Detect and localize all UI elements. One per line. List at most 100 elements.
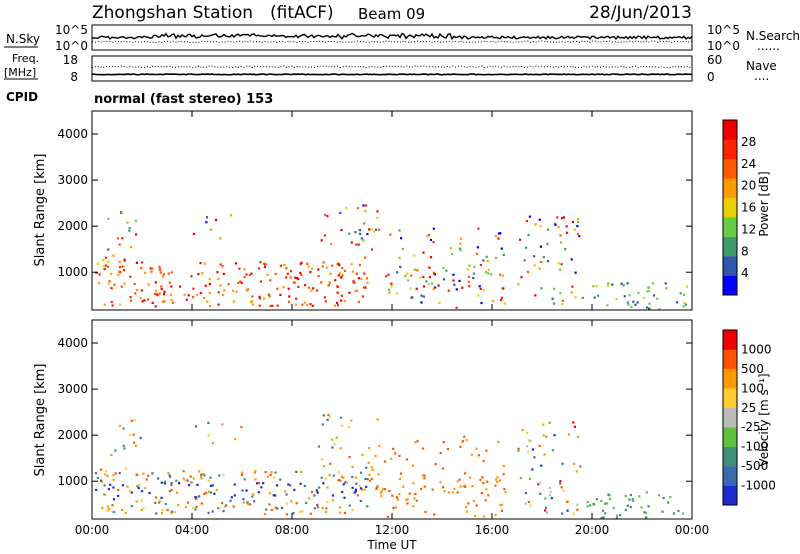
y-tick-label: 1000 bbox=[57, 265, 88, 279]
heatmap-cell bbox=[328, 473, 331, 476]
heatmap-cell bbox=[564, 248, 567, 251]
heatmap-cell bbox=[553, 434, 556, 437]
heatmap-cell bbox=[185, 298, 188, 301]
heatmap-cell bbox=[544, 506, 548, 509]
heatmap-cell bbox=[425, 280, 428, 283]
heatmap-cell bbox=[565, 225, 568, 228]
heatmap-cell bbox=[145, 478, 148, 481]
heatmap-cell bbox=[615, 297, 618, 301]
heatmap-cell bbox=[216, 271, 219, 274]
heatmap-cell bbox=[340, 475, 343, 478]
heatmap-cell bbox=[665, 287, 668, 290]
heatmap-cell bbox=[238, 267, 241, 270]
heatmap-cell bbox=[368, 447, 371, 450]
heatmap-cell bbox=[295, 297, 298, 300]
heatmap-cell bbox=[383, 460, 387, 463]
heatmap-cell bbox=[263, 265, 266, 269]
heatmap-cell bbox=[254, 470, 257, 473]
cpid-text: normal (fast stereo) 153 bbox=[94, 92, 273, 107]
heatmap-cell bbox=[190, 481, 193, 484]
colorbar-tick-label: 25 bbox=[741, 401, 756, 415]
heatmap-cell bbox=[390, 285, 393, 288]
heatmap-cell bbox=[568, 433, 571, 436]
heatmap-cell bbox=[339, 447, 342, 450]
heatmap-cell bbox=[398, 493, 401, 496]
heatmap-cell bbox=[273, 476, 276, 479]
heatmap-cell bbox=[542, 423, 545, 426]
heatmap-cell bbox=[105, 264, 108, 267]
heatmap-cell bbox=[269, 304, 272, 307]
heatmap-cell bbox=[274, 494, 277, 497]
heatmap-cell bbox=[218, 507, 221, 510]
velocity-y-ticks: 1000 2000 3000 4000 bbox=[57, 336, 692, 488]
heatmap-cell bbox=[333, 443, 336, 446]
heatmap-cell bbox=[402, 485, 405, 488]
heatmap-cell bbox=[455, 288, 458, 291]
heatmap-cell bbox=[479, 287, 482, 290]
heatmap-cell bbox=[107, 217, 110, 220]
heatmap-cell bbox=[118, 270, 121, 273]
heatmap-cell bbox=[168, 474, 171, 477]
heatmap-cell bbox=[468, 264, 471, 267]
heatmap-cell bbox=[134, 219, 138, 222]
heatmap-cell bbox=[399, 266, 402, 269]
heatmap-cell bbox=[170, 482, 173, 485]
y-tick-label: 3000 bbox=[57, 382, 88, 396]
heatmap-cell bbox=[151, 472, 154, 475]
heatmap-cell bbox=[602, 516, 605, 519]
heatmap-cell bbox=[661, 510, 664, 513]
heatmap-cell bbox=[600, 516, 603, 519]
heatmap-cell bbox=[158, 292, 161, 295]
heatmap-cell bbox=[310, 490, 314, 493]
heatmap-cell bbox=[103, 303, 106, 306]
heatmap-cell bbox=[482, 459, 485, 463]
heatmap-cell bbox=[370, 466, 373, 469]
heatmap-cell bbox=[285, 502, 288, 505]
heatmap-cell bbox=[552, 302, 556, 305]
heatmap-cell bbox=[341, 273, 344, 276]
heatmap-cell bbox=[499, 232, 502, 235]
velocity-panel: 1000 2000 3000 4000 Slant Range [km] 1000 50… bbox=[33, 111, 776, 552]
heatmap-cell bbox=[110, 287, 113, 290]
heatmap-cell bbox=[251, 303, 254, 306]
heatmap-cell bbox=[643, 511, 646, 514]
heatmap-cell bbox=[201, 272, 204, 275]
heatmap-cell bbox=[321, 265, 324, 268]
heatmap-cell bbox=[251, 295, 254, 298]
heatmap-cell bbox=[431, 282, 434, 285]
heatmap-cell bbox=[336, 285, 339, 288]
heatmap-cell bbox=[271, 304, 274, 307]
heatmap-cell bbox=[283, 263, 286, 266]
heatmap-cell bbox=[467, 280, 470, 283]
heatmap-cell bbox=[545, 511, 548, 514]
y-tick-label: 4000 bbox=[57, 127, 88, 141]
heatmap-cell bbox=[429, 238, 433, 242]
heatmap-cell bbox=[250, 272, 253, 275]
heatmap-cell bbox=[551, 297, 554, 300]
heatmap-cell bbox=[615, 517, 618, 520]
heatmap-cell bbox=[301, 303, 304, 306]
heatmap-cell bbox=[652, 294, 656, 297]
heatmap-cell bbox=[146, 298, 150, 301]
heatmap-cell bbox=[348, 504, 351, 507]
heatmap-cell bbox=[196, 483, 199, 486]
heatmap-cell bbox=[370, 248, 374, 251]
heatmap-cell bbox=[332, 474, 335, 477]
heatmap-cell bbox=[209, 305, 212, 308]
heatmap-cell bbox=[141, 300, 144, 303]
heatmap-cell bbox=[616, 514, 619, 517]
heatmap-cell bbox=[570, 258, 573, 261]
heatmap-cell bbox=[203, 474, 206, 477]
heatmap-cell bbox=[172, 301, 175, 304]
heatmap-cell bbox=[112, 478, 115, 481]
heatmap-cell bbox=[572, 512, 575, 515]
heatmap-cell bbox=[600, 499, 603, 502]
heatmap-cell bbox=[133, 419, 136, 422]
heatmap-cell bbox=[354, 289, 357, 292]
heatmap-cell bbox=[139, 436, 142, 440]
heatmap-cell bbox=[542, 256, 545, 259]
heatmap-cell bbox=[559, 480, 562, 483]
colorbar-frame bbox=[722, 329, 738, 506]
heatmap-cell bbox=[328, 415, 332, 418]
heatmap-cell bbox=[101, 506, 104, 510]
